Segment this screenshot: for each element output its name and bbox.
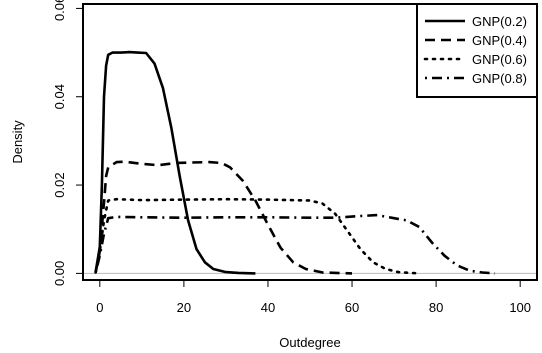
y-tick-label: 0.00 bbox=[52, 261, 67, 286]
series-line-1 bbox=[94, 50, 256, 275]
series-line-2 bbox=[94, 160, 353, 275]
series-layer bbox=[94, 50, 496, 275]
legend: GNP(0.2) GNP(0.4) GNP(0.6) GNP(0.8) bbox=[416, 3, 538, 98]
x-tick-label: 20 bbox=[177, 300, 191, 315]
y-tick-label: 0.04 bbox=[52, 84, 67, 109]
x-tick-label: 0 bbox=[96, 300, 103, 315]
y-axis: 0.00 0.02 0.04 0.06 bbox=[52, 0, 84, 286]
legend-box bbox=[416, 3, 538, 98]
y-tick-label: 0.02 bbox=[52, 172, 67, 197]
legend-label-4: GNP(0.8) bbox=[472, 71, 527, 86]
legend-label-2: GNP(0.4) bbox=[472, 33, 527, 48]
x-axis: 0 20 40 60 80 100 bbox=[96, 279, 531, 315]
legend-label-3: GNP(0.6) bbox=[472, 52, 527, 67]
y-tick-label: 0.06 bbox=[52, 0, 67, 21]
y-axis-label: Density bbox=[10, 120, 25, 164]
x-axis-label: Outdegree bbox=[279, 335, 340, 350]
x-tick-label: 40 bbox=[261, 300, 275, 315]
legend-label-1: GNP(0.2) bbox=[472, 14, 527, 29]
series-line-3 bbox=[94, 197, 421, 275]
series-line-4 bbox=[94, 213, 496, 275]
x-tick-label: 60 bbox=[345, 300, 359, 315]
x-tick-label: 80 bbox=[429, 300, 443, 315]
x-tick-label: 100 bbox=[509, 300, 531, 315]
